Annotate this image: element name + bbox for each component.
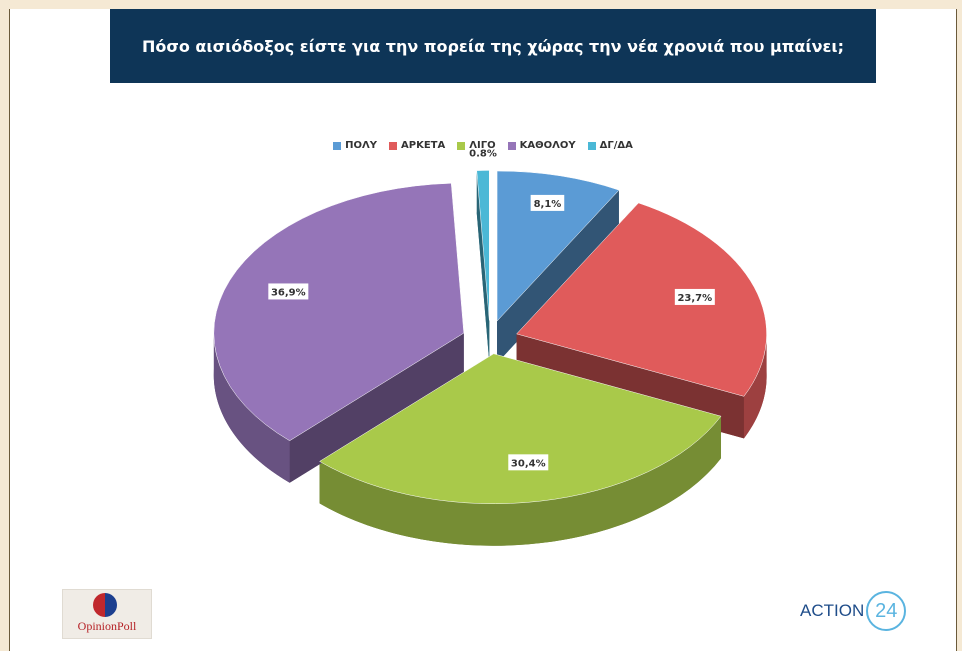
legend-item: ΔΓ/ΔΑ (587, 140, 633, 151)
legend-swatch (389, 141, 398, 150)
data-label-bg (674, 288, 715, 305)
pie-slice (476, 170, 490, 321)
pie-slice-rim (319, 416, 722, 546)
data-label: 30,4% (511, 458, 546, 469)
legend-swatch (457, 141, 466, 150)
pie-slice-wall (497, 190, 619, 364)
legend-label: ΚΑΘΟΛΟΥ (519, 140, 576, 151)
opinion-poll-logo-icon (93, 593, 117, 617)
pie-slice-wall (289, 333, 464, 483)
data-label: 8,1% (534, 199, 562, 210)
pie-slice-rim (743, 333, 767, 439)
data-label: 23,7% (677, 293, 712, 304)
legend-item: ΚΑΘΟΛΟΥ (507, 140, 576, 151)
data-label: 36,9% (271, 287, 306, 298)
chart-legend: ΠΟΛΥ ΑΡΚΕΤΑ ΛΙΓΟ ΚΑΘΟΛΟΥ ΔΓ/ΔΑ (10, 140, 956, 151)
pie-slice-rim (213, 333, 290, 483)
legend-swatch (587, 141, 596, 150)
legend-label: ΠΟΛΥ (345, 140, 378, 151)
legend-item: ΛΙΓΟ (457, 140, 496, 151)
legend-swatch (333, 141, 342, 150)
legend-label: ΛΙΓΟ (469, 140, 496, 151)
opinion-poll-logo-text: OpinionPoll (77, 619, 137, 633)
title-bar: Πόσο αισιόδοξος είστε για την πορεία της… (110, 9, 876, 83)
pie-slice (213, 183, 465, 442)
pie-slice (319, 353, 722, 505)
legend-label: ΔΓ/ΔΑ (599, 140, 633, 151)
pie-slice-wall (476, 170, 490, 363)
data-label-bg (530, 194, 565, 211)
data-label: 0.8% (469, 148, 497, 159)
data-label-bg (268, 283, 309, 300)
action24-logo-number: 24 (866, 591, 907, 631)
action24-logo: ACTION 24 (800, 591, 907, 631)
legend-item: ΑΡΚΕΤΑ (389, 140, 445, 151)
action24-logo-word: ACTION (800, 601, 865, 620)
pie-slice (516, 202, 767, 397)
chart-title: Πόσο αισιόδοξος είστε για την πορεία της… (141, 36, 845, 56)
opinion-poll-logo: OpinionPoll (62, 589, 152, 639)
legend-label: ΑΡΚΕΤΑ (401, 140, 446, 151)
pie-slice (496, 170, 620, 322)
legend-swatch (507, 141, 516, 150)
data-label-bg (508, 454, 549, 471)
legend-item: ΠΟΛΥ (333, 140, 377, 151)
